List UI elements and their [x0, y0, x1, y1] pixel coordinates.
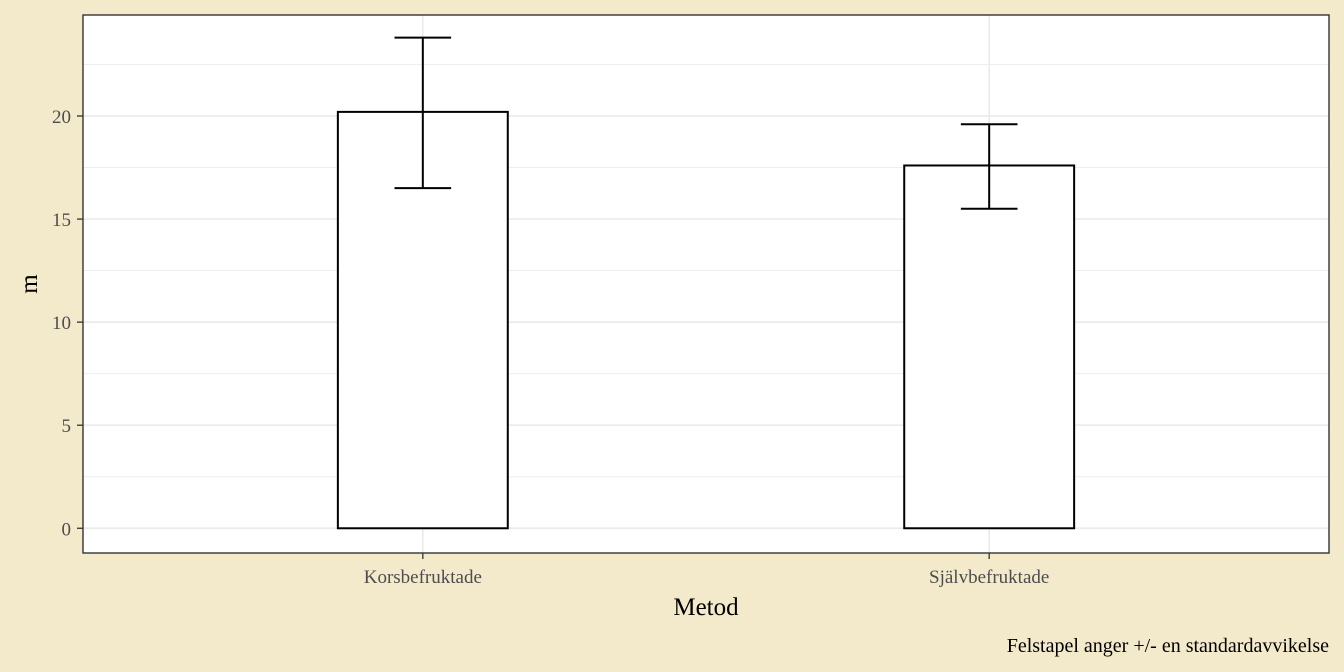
plot-panel-border	[82, 14, 1330, 554]
x-tick-label: Korsbefruktade	[364, 567, 482, 588]
chart-caption: Felstapel anger +/- en standardavvikelse	[1007, 635, 1329, 657]
plot-panel	[83, 15, 1329, 553]
y-axis: 0 5 10 15 20	[52, 107, 83, 540]
bar-självbefruktade	[903, 164, 1076, 530]
x-tick-label: Självbefruktade	[929, 567, 1049, 588]
y-tick-label: 20	[52, 107, 71, 128]
grid-minor	[83, 64, 1329, 478]
x-axis: Korsbefruktade Självbefruktade	[364, 553, 1049, 588]
error-bars	[394, 36, 1018, 210]
y-tick-label: 10	[52, 313, 71, 334]
y-tick-label: 0	[62, 519, 72, 540]
y-tick-label: 15	[52, 210, 71, 231]
x-axis-title: Metod	[673, 594, 739, 621]
y-tick-label: 5	[62, 416, 72, 437]
y-axis-title: m	[16, 274, 43, 294]
error-bar-korsbefruktade	[394, 36, 452, 190]
error-bar-självbefruktade	[960, 123, 1018, 210]
